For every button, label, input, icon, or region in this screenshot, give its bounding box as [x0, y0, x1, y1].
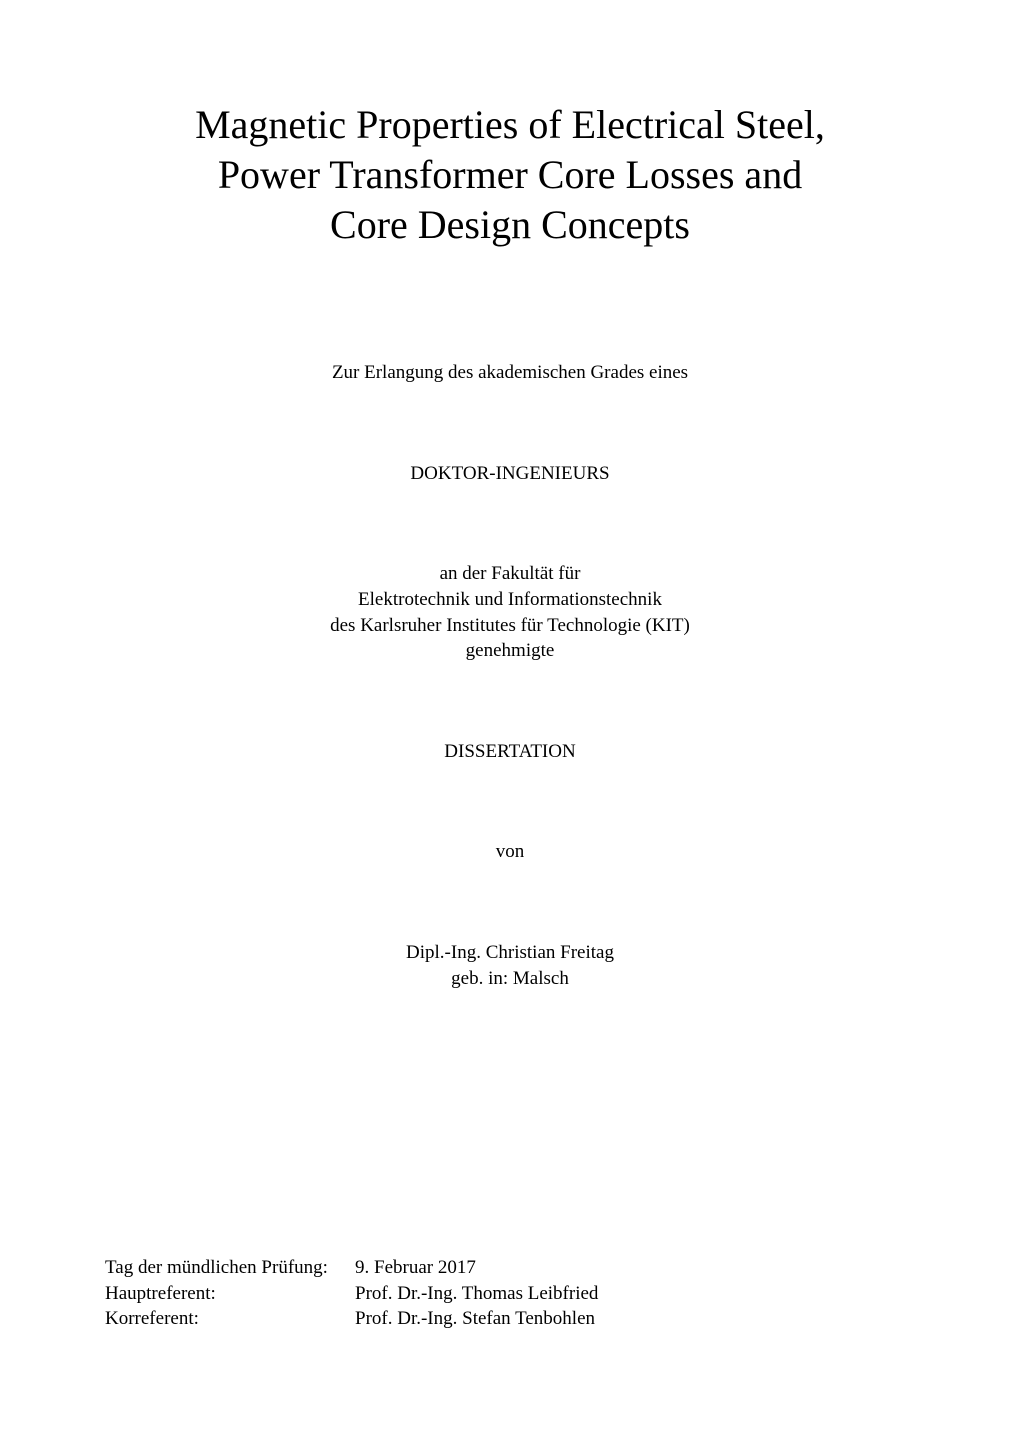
- exam-date-row: Tag der mündlichen Prüfung: 9. Februar 2…: [105, 1255, 598, 1281]
- co-referent-row: Korreferent: Prof. Dr.-Ing. Stefan Tenbo…: [105, 1306, 598, 1332]
- title-line-1: Magnetic Properties of Electrical Steel,: [105, 100, 915, 150]
- co-referent-label: Korreferent:: [105, 1306, 355, 1332]
- faculty-line-4: genehmigte: [105, 638, 915, 664]
- main-referent-label: Hauptreferent:: [105, 1281, 355, 1307]
- main-referent-row: Hauptreferent: Prof. Dr.-Ing. Thomas Lei…: [105, 1281, 598, 1307]
- faculty-line-3: des Karlsruher Institutes für Technologi…: [105, 613, 915, 639]
- co-referent-value: Prof. Dr.-Ing. Stefan Tenbohlen: [355, 1306, 598, 1332]
- exam-date-value: 9. Februar 2017: [355, 1255, 598, 1281]
- author-name: Dipl.-Ing. Christian Freitag: [105, 940, 915, 966]
- degree-intro: Zur Erlangung des akademischen Grades ei…: [105, 360, 915, 386]
- title-line-3: Core Design Concepts: [105, 200, 915, 250]
- footer-block: Tag der mündlichen Prüfung: 9. Februar 2…: [105, 1255, 598, 1332]
- faculty-line-1: an der Fakultät für: [105, 561, 915, 587]
- exam-date-label: Tag der mündlichen Prüfung:: [105, 1255, 355, 1281]
- faculty-block: an der Fakultät für Elektrotechnik und I…: [105, 561, 915, 664]
- main-referent-value: Prof. Dr.-Ing. Thomas Leibfried: [355, 1281, 598, 1307]
- author-birthplace: geb. in: Malsch: [105, 966, 915, 992]
- document-type: DISSERTATION: [105, 739, 915, 765]
- title-block: Magnetic Properties of Electrical Steel,…: [105, 100, 915, 250]
- title-line-2: Power Transformer Core Losses and: [105, 150, 915, 200]
- author-block: Dipl.-Ing. Christian Freitag geb. in: Ma…: [105, 940, 915, 991]
- faculty-line-2: Elektrotechnik und Informationstechnik: [105, 587, 915, 613]
- by-label: von: [105, 839, 915, 865]
- degree-title: DOKTOR-INGENIEURS: [105, 461, 915, 487]
